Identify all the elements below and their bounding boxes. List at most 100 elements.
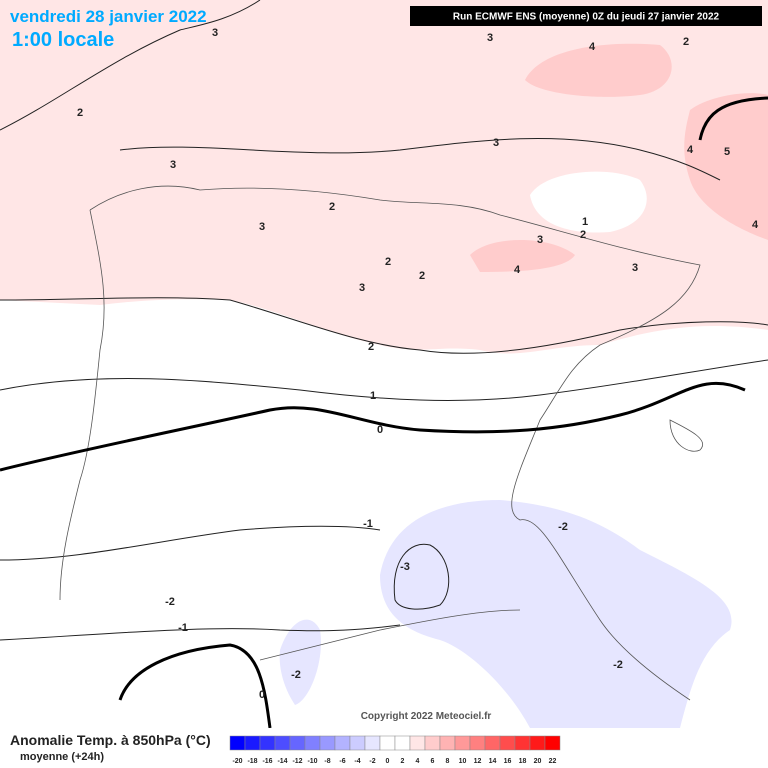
contour-label: -2 — [558, 521, 568, 533]
legend-subtitle: moyenne (+24h) — [20, 751, 104, 763]
contour-label: 4 — [514, 264, 521, 276]
contour-label: 1 — [370, 390, 376, 402]
scale-swatch — [364, 735, 381, 751]
scale-label: -18 — [247, 758, 257, 765]
scale-swatch — [424, 735, 441, 751]
scale-swatch — [334, 735, 351, 751]
contour-line — [0, 0, 261, 131]
contour-label: -1 — [178, 622, 188, 634]
scale-label: 8 — [446, 758, 450, 765]
scale-label: 14 — [489, 758, 497, 765]
warm-core-east — [684, 93, 768, 240]
scale-swatch — [289, 735, 306, 751]
run-info: Run ECMWF ENS (moyenne) 0Z du jeudi 27 j… — [453, 12, 720, 23]
run-box — [410, 6, 762, 26]
scale-label: 6 — [431, 758, 435, 765]
neutral-pocket — [530, 171, 647, 233]
scale-label: -12 — [292, 758, 302, 765]
contour-label: 4 — [589, 41, 596, 53]
coastline — [259, 609, 521, 661]
contour-label: -1 — [363, 518, 373, 530]
contour-label: 4 — [752, 219, 759, 231]
contour-line — [0, 525, 381, 561]
contour-label: 3 — [493, 137, 499, 149]
warm-core — [525, 43, 672, 97]
scale-label: 18 — [519, 758, 527, 765]
scale-label: -20 — [232, 758, 242, 765]
scale-label: -4 — [354, 758, 360, 765]
copyright: Copyright 2022 Meteociel.fr — [361, 711, 492, 722]
scale-label: 20 — [534, 758, 542, 765]
scale-swatch — [469, 735, 486, 751]
scale-swatch — [514, 735, 531, 751]
contour-label: 3 — [537, 234, 543, 246]
scale-label: 2 — [401, 758, 405, 765]
contour-label: 0 — [259, 689, 265, 701]
scale-swatch — [259, 735, 276, 751]
contour-line — [0, 359, 768, 401]
scale-label: 10 — [459, 758, 467, 765]
contour-label: -3 — [400, 561, 410, 573]
scale-swatch — [274, 735, 291, 751]
legend-title: Anomalie Temp. à 850hPa (°C) — [10, 732, 211, 748]
island — [669, 419, 703, 452]
scale-label: -10 — [307, 758, 317, 765]
scale-swatch — [304, 735, 321, 751]
cold-anomaly-small — [279, 619, 321, 705]
scale-label: 12 — [474, 758, 482, 765]
zero-isotherm-south — [118, 643, 272, 729]
contour-label: 3 — [259, 221, 265, 233]
color-scale: -20 -18 -16 -14 -12 -10 -8 -6 -4 -2 0 2 4 6 8 10 12 14 16 1… — [229, 735, 561, 765]
contour-label: 3 — [487, 32, 493, 44]
scale-swatch — [529, 735, 546, 751]
scale-swatch — [244, 735, 261, 751]
contour-line — [393, 543, 450, 610]
contour-label: 1 — [582, 216, 588, 228]
scale-swatch — [499, 735, 516, 751]
zero-isotherm — [0, 381, 746, 472]
scale-label: -8 — [324, 758, 330, 765]
contour-label: 2 — [368, 341, 374, 353]
coastline — [89, 185, 701, 701]
contour-label: 4 — [687, 144, 694, 156]
warm-core-small — [470, 240, 575, 272]
contour-label: 3 — [170, 159, 176, 171]
contour-label: 2 — [580, 229, 586, 241]
contour-line — [0, 624, 401, 641]
scale-label: 22 — [549, 758, 557, 765]
scale-label: 16 — [504, 758, 512, 765]
date-title: vendredi 28 janvier 2022 — [10, 7, 207, 26]
contour-label: 2 — [683, 36, 689, 48]
scale-swatch — [439, 735, 456, 751]
scale-label: -16 — [262, 758, 272, 765]
scale-swatch — [349, 735, 366, 751]
scale-swatch — [379, 735, 396, 751]
contour-label: -2 — [291, 669, 301, 681]
contour-label: 3 — [359, 282, 365, 294]
contour-label: 3 — [212, 27, 218, 39]
contour-line — [0, 297, 768, 354]
scale-swatch — [319, 735, 336, 751]
contour-label: -2 — [165, 596, 175, 608]
scale-swatch — [544, 735, 561, 751]
contour-label: 2 — [385, 256, 391, 268]
contour-label: 0 — [377, 424, 383, 436]
contour-line — [119, 137, 721, 181]
scale-swatch — [454, 735, 471, 751]
scale-swatch — [409, 735, 426, 751]
contours — [0, 0, 768, 641]
contour-label: 2 — [77, 107, 83, 119]
coastline — [59, 209, 105, 601]
scale-label: -6 — [339, 758, 345, 765]
scale-swatch — [394, 735, 411, 751]
scale-label: 0 — [386, 758, 390, 765]
time-title: 1:00 locale — [12, 29, 114, 51]
contour-label: 2 — [419, 270, 425, 282]
contour-label: 3 — [632, 262, 638, 274]
contour-label: 2 — [329, 201, 335, 213]
scale-label: 4 — [416, 758, 420, 765]
scale-label: -2 — [369, 758, 375, 765]
contour-label: 5 — [724, 146, 730, 158]
scale-label: -14 — [277, 758, 287, 765]
